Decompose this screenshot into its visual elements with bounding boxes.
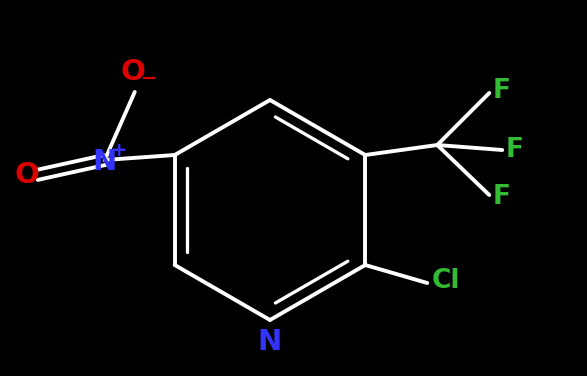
- Text: F: F: [492, 184, 510, 210]
- Text: Cl: Cl: [431, 268, 460, 294]
- Text: F: F: [505, 137, 523, 163]
- Text: N: N: [93, 148, 117, 176]
- Text: +: +: [110, 141, 127, 159]
- Text: F: F: [492, 78, 510, 104]
- Text: N: N: [258, 328, 282, 356]
- Text: −: −: [140, 68, 157, 88]
- Text: O: O: [120, 58, 145, 86]
- Text: O: O: [14, 161, 39, 189]
